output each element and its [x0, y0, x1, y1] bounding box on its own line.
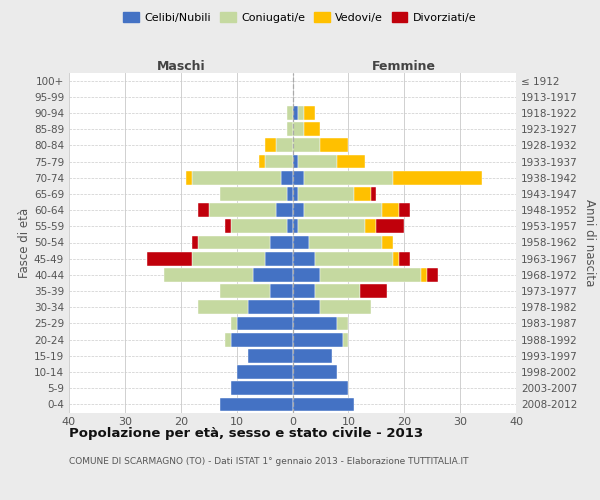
Bar — [398, 203, 410, 217]
Bar — [287, 122, 293, 136]
Bar — [293, 187, 298, 201]
Bar — [293, 316, 337, 330]
Bar — [293, 300, 320, 314]
Bar — [265, 138, 276, 152]
Bar — [164, 268, 253, 282]
Bar — [226, 333, 231, 346]
Bar — [293, 365, 337, 379]
Bar — [421, 268, 427, 282]
Bar — [192, 236, 197, 250]
Bar — [220, 398, 293, 411]
Y-axis label: Anni di nascita: Anni di nascita — [583, 199, 596, 286]
Bar — [259, 154, 265, 168]
Bar — [293, 349, 332, 362]
Legend: Celibi/Nubili, Coniugati/e, Vedovi/e, Divorziati/e: Celibi/Nubili, Coniugati/e, Vedovi/e, Di… — [119, 8, 481, 28]
Bar — [298, 220, 365, 233]
Bar — [293, 203, 304, 217]
Bar — [315, 252, 393, 266]
Bar — [220, 284, 270, 298]
Bar — [231, 382, 293, 395]
Bar — [365, 220, 376, 233]
Bar — [293, 236, 309, 250]
Bar — [281, 171, 293, 184]
Bar — [192, 171, 281, 184]
Bar — [293, 220, 298, 233]
Bar — [293, 138, 320, 152]
Bar — [287, 187, 293, 201]
Bar — [359, 284, 388, 298]
Bar — [248, 349, 293, 362]
Bar — [231, 333, 293, 346]
Bar — [298, 106, 304, 120]
Bar — [304, 122, 320, 136]
Bar — [197, 236, 270, 250]
Bar — [298, 154, 337, 168]
Bar — [187, 171, 192, 184]
Bar — [354, 187, 371, 201]
Text: Femmine: Femmine — [372, 60, 436, 72]
Bar — [293, 171, 304, 184]
Bar — [231, 220, 287, 233]
Bar — [320, 300, 371, 314]
Bar — [265, 252, 293, 266]
Bar — [276, 203, 293, 217]
Bar — [293, 154, 298, 168]
Bar — [376, 220, 404, 233]
Text: Popolazione per età, sesso e stato civile - 2013: Popolazione per età, sesso e stato civil… — [69, 428, 423, 440]
Bar — [293, 333, 343, 346]
Bar — [298, 187, 354, 201]
Bar — [293, 252, 315, 266]
Bar — [320, 268, 421, 282]
Bar — [304, 106, 315, 120]
Bar — [293, 268, 320, 282]
Bar — [293, 382, 349, 395]
Bar — [197, 203, 209, 217]
Bar — [209, 203, 276, 217]
Bar — [220, 187, 287, 201]
Bar — [315, 284, 359, 298]
Bar — [265, 154, 293, 168]
Bar — [293, 398, 354, 411]
Bar — [304, 203, 382, 217]
Bar — [382, 236, 393, 250]
Bar — [147, 252, 192, 266]
Bar — [192, 252, 265, 266]
Bar — [293, 106, 298, 120]
Bar — [309, 236, 382, 250]
Bar — [248, 300, 293, 314]
Bar — [287, 220, 293, 233]
Bar — [393, 252, 398, 266]
Bar — [320, 138, 349, 152]
Text: Maschi: Maschi — [157, 60, 205, 72]
Bar — [343, 333, 349, 346]
Y-axis label: Fasce di età: Fasce di età — [18, 208, 31, 278]
Bar — [293, 122, 304, 136]
Bar — [304, 171, 393, 184]
Bar — [197, 300, 248, 314]
Bar — [236, 316, 293, 330]
Bar — [337, 316, 349, 330]
Bar — [253, 268, 293, 282]
Bar — [393, 171, 482, 184]
Bar — [337, 154, 365, 168]
Bar — [371, 187, 376, 201]
Bar — [226, 220, 231, 233]
Text: COMUNE DI SCARMAGNO (TO) - Dati ISTAT 1° gennaio 2013 - Elaborazione TUTTITALIA.: COMUNE DI SCARMAGNO (TO) - Dati ISTAT 1°… — [69, 458, 469, 466]
Bar — [382, 203, 398, 217]
Bar — [236, 365, 293, 379]
Bar — [287, 106, 293, 120]
Bar — [427, 268, 438, 282]
Bar — [398, 252, 410, 266]
Bar — [270, 284, 293, 298]
Bar — [293, 284, 315, 298]
Bar — [270, 236, 293, 250]
Bar — [276, 138, 293, 152]
Bar — [231, 316, 236, 330]
